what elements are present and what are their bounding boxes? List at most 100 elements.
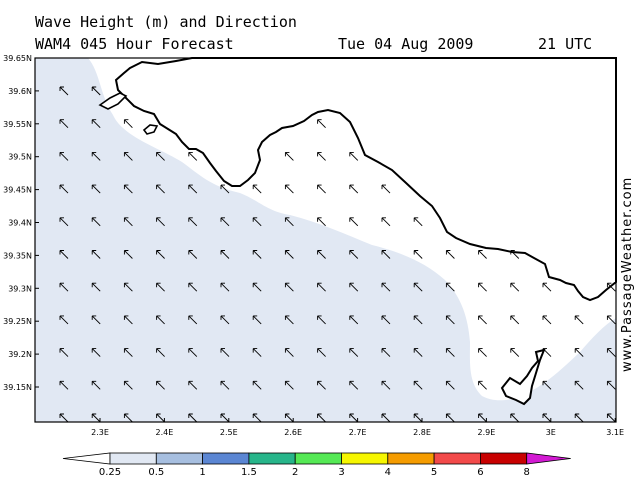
wave-arrow-head [574,380,580,386]
wave-arrow-head [59,184,64,190]
wave-arrow [59,119,69,129]
wave-arrow-head [510,348,515,353]
wave-arrow-head [91,119,97,124]
wave-arrow-head [156,413,161,418]
wave-arrow-head [59,413,64,418]
wave-arrow-head [123,151,129,157]
wave-arrow-head [252,380,258,386]
wave-arrow-head [478,282,483,288]
wave-arrow [188,217,198,227]
wave-arrow [188,282,198,292]
wave-arrow [59,184,69,194]
wave-arrow-head [188,151,193,157]
legend-label: 5 [431,467,437,478]
legend-swatch [109,452,157,465]
wave-arrow-head [91,380,97,386]
wave-arrow [59,152,69,161]
wave-arrow-head [220,348,225,353]
wave-arrow [188,348,198,357]
wave-arrow-head [252,413,258,418]
wave-arrow-head [123,315,129,320]
wave-arrow [317,315,326,325]
wave-arrow-head [123,413,129,418]
wave-arrow [413,282,423,292]
land-mass [114,57,617,302]
wave-arrow [285,380,294,390]
wave-arrow [607,348,616,357]
wave-arrow-head [349,413,354,418]
wave-arrow-head [349,217,354,222]
wave-arrow [59,217,69,227]
wave-arrow-head [123,119,129,124]
wave-arrow-head [91,250,97,255]
forecast-time: 21 UTC [538,35,593,53]
wave-arrow-head [413,413,419,418]
wave-arrow [413,380,423,390]
legend-swatch [248,452,296,465]
wave-arrow-head [156,348,161,353]
wave-arrow [124,184,133,194]
lon-tick-label: 3E [546,428,556,437]
wave-arrow [542,413,552,423]
wave-arrow [542,315,552,325]
wave-arrow-head [478,348,483,353]
wave-arrow [285,152,294,161]
wave-arrow-head [413,217,419,222]
wave-arrow-head [413,315,419,320]
wave-arrow [381,348,391,357]
wave-arrow [510,250,520,259]
wave-arrow [124,380,133,390]
wave-arrow [446,380,455,390]
wave-arrow [156,250,165,259]
wave-arrow-head [317,184,322,190]
wave-arrow-head [91,151,97,157]
wave-arrow-head [381,348,386,353]
wave-arrow [59,380,69,390]
wave-arrow [285,282,294,292]
wave-arrow [156,152,165,161]
wave-arrow [188,413,198,423]
lat-tick-label: 39.5N [8,153,32,162]
wave-arrow [220,217,230,227]
wave-arrow [574,380,584,390]
lon-tick-label: 2.6E [284,428,302,437]
wave-arrow-head [220,413,225,418]
wave-arrow-head [381,217,386,222]
lon-tick-label: 3.1E [606,428,624,437]
legend-swatch [202,452,250,465]
wave-arrow [91,184,101,194]
lat-tick-label: 39.2N [8,350,32,359]
wave-arrow [574,348,584,357]
lat-tick-label: 39.45N [3,186,32,195]
wave-arrow-head [574,413,580,418]
wave-arrow-head [445,282,451,288]
wave-arrow-head [574,315,580,320]
wave-arrow [349,348,359,357]
wave-arrow [59,282,69,292]
wave-arrow-head [349,151,354,157]
wave-arrow-head [91,282,97,288]
wave-arrow [59,250,69,259]
wave-arrow [478,282,487,292]
wave-arrow [220,413,230,423]
wave-arrow-head [510,250,515,255]
wave-arrow [156,380,165,390]
lon-tick-label: 2.9E [478,428,496,437]
lat-tick-label: 39.15N [3,383,32,392]
lon-tick-label: 2.3E [91,428,109,437]
wave-arrow [413,315,423,325]
wave-arrow-head [317,250,322,255]
map-title: Wave Height (m) and Direction [35,13,297,31]
wave-arrow-head [91,348,97,353]
wave-arrow [91,380,101,390]
wave-arrow-head [123,380,129,386]
wave-arrow-head [317,315,322,320]
wave-arrow-head [542,413,547,418]
wave-arrow [91,348,101,357]
wave-arrow-head [91,413,97,418]
legend-label: 4 [385,467,391,478]
wave-arrow-head [542,380,547,386]
wave-arrow [91,86,101,96]
wave-arrow-head [381,250,386,255]
wave-arrow-head [59,282,64,288]
